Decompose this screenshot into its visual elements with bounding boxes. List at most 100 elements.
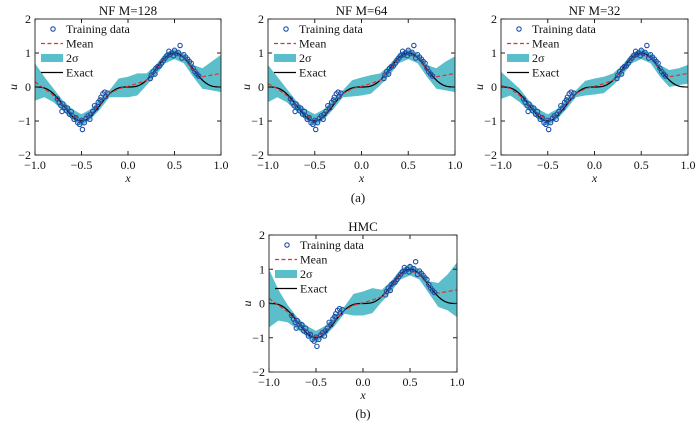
training-point (195, 73, 202, 79)
legend-marker-points (284, 242, 290, 248)
training-point (307, 331, 314, 338)
legend-label: Mean (532, 37, 559, 51)
training-point (188, 60, 194, 66)
training-point (422, 60, 428, 66)
training-point (547, 119, 554, 126)
training-point (563, 97, 570, 103)
training-point (175, 49, 181, 56)
panel-1: −1.0 −0.5 0.0 0.5 1.0 −2 −1 0 1 2 x u NF M=64 Trainin… (239, 3, 463, 185)
y-tick-label: 2 (25, 12, 31, 26)
training-point (411, 265, 417, 272)
x-tick-label: 0.0 (121, 158, 136, 172)
legend-label: Training data (299, 22, 364, 36)
x-axis-label: x (591, 171, 598, 185)
training-point (326, 105, 333, 111)
y-tick-label: 2 (258, 12, 264, 26)
training-point (297, 105, 304, 111)
panel-title: NF M=64 (336, 3, 388, 18)
x-tick-label: 1.0 (681, 158, 696, 172)
y-tick-label: 2 (259, 228, 265, 242)
panel-0: −1.0 −0.5 0.0 0.5 1.0 −2 −1 0 1 2 x u NF M=128 Traini… (6, 3, 229, 185)
training-point (177, 42, 183, 49)
x-axis-label: x (358, 171, 365, 185)
training-point (339, 306, 346, 313)
legend-marker-band (41, 54, 63, 62)
training-point (655, 60, 661, 66)
legend-marker-band (507, 54, 529, 62)
training-point (662, 73, 669, 79)
training-point (631, 52, 637, 59)
x-axis-label: x (124, 171, 131, 185)
x-tick-label: −1.0 (490, 158, 512, 172)
training-point (332, 313, 338, 320)
training-point (306, 114, 312, 121)
y-axis-label: u (240, 301, 254, 307)
panel-2: −1.0 −0.5 0.0 0.5 1.0 −2 −1 0 1 2 x u NF M=32 Trainin… (472, 3, 696, 185)
training-point (79, 126, 86, 133)
legend-label: Mean (300, 253, 327, 267)
training-point (545, 126, 552, 133)
y-tick-label: −2 (18, 148, 31, 162)
legend-label: 2σ (532, 51, 545, 65)
y-tick-label: 1 (258, 46, 264, 60)
training-point (81, 119, 88, 126)
legend-label: Exact (300, 282, 328, 296)
training-point (387, 287, 394, 294)
y-tick-label: 0 (25, 80, 31, 94)
y-tick-label: −2 (252, 365, 265, 379)
panel-title: NF M=128 (99, 3, 157, 18)
y-tick-label: −1 (484, 114, 497, 128)
y-tick-label: 0 (258, 80, 264, 94)
x-tick-label: 0.5 (403, 375, 418, 389)
training-point (320, 116, 326, 123)
training-point (409, 49, 415, 56)
training-point (97, 97, 103, 103)
training-point (398, 52, 404, 59)
legend-label: 2σ (299, 51, 312, 65)
training-point (314, 343, 320, 350)
x-tick-label: 1.0 (450, 375, 465, 389)
y-tick-label: 0 (491, 80, 497, 94)
training-point (89, 108, 96, 115)
training-point (571, 90, 577, 96)
x-tick-label: −0.5 (305, 375, 327, 389)
training-point (382, 292, 389, 298)
y-axis-label: u (6, 84, 20, 90)
training-point (338, 90, 344, 96)
legend-marker-points (283, 26, 289, 32)
x-tick-label: 0.0 (354, 158, 369, 172)
caption-a: (a) (351, 190, 365, 205)
x-tick-label: −0.5 (71, 158, 93, 172)
panel-3: −1.0 −0.5 0.0 0.5 1.0 −2 −1 0 1 2 x u HMC Training da… (240, 219, 465, 402)
x-tick-label: −1.0 (24, 158, 46, 172)
training-point (147, 75, 154, 82)
training-point (93, 105, 100, 111)
y-tick-label: −2 (251, 148, 264, 162)
x-tick-label: 0.0 (356, 375, 371, 389)
x-tick-label: 1.0 (448, 158, 463, 172)
training-point (64, 105, 71, 111)
training-point (618, 71, 625, 77)
training-point (556, 108, 562, 115)
legend-label: Training data (532, 22, 597, 36)
legend-marker-points (516, 26, 522, 32)
y-axis-label: u (472, 84, 486, 90)
training-point (399, 269, 406, 275)
training-point (328, 321, 334, 328)
training-point (553, 116, 559, 123)
legend-label: 2σ (66, 51, 79, 65)
training-point (539, 114, 545, 121)
legend-label: Training data (300, 238, 365, 252)
x-tick-label: −1.0 (257, 158, 279, 172)
training-point (324, 325, 331, 331)
x-axis-label: x (359, 388, 366, 402)
y-tick-label: 1 (25, 46, 31, 60)
training-point (411, 42, 417, 49)
training-point (385, 71, 392, 77)
x-tick-label: 0.5 (401, 158, 416, 172)
x-tick-label: 0.5 (634, 158, 649, 172)
y-tick-label: −1 (252, 331, 265, 345)
legend-marker-points (50, 26, 56, 32)
